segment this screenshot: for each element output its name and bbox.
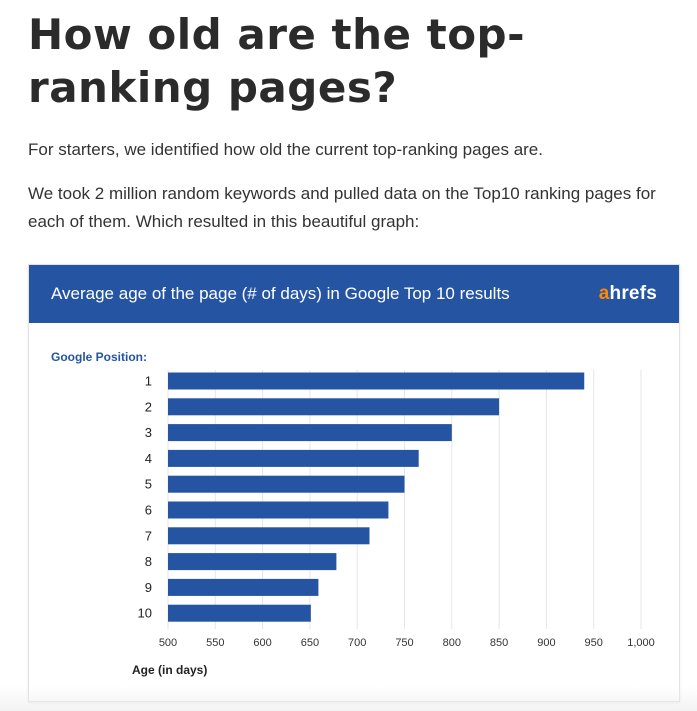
bar-position-8 bbox=[168, 553, 337, 571]
category-label: 9 bbox=[145, 580, 152, 595]
x-tick-label: 750 bbox=[395, 637, 413, 649]
page-title: How old are the top-ranking pages? bbox=[28, 10, 526, 112]
category-label: 8 bbox=[145, 554, 152, 569]
x-tick-label: 650 bbox=[301, 637, 319, 649]
x-tick-label: 1,000 bbox=[627, 637, 655, 649]
x-tick-label: 850 bbox=[490, 637, 508, 649]
bar-position-9 bbox=[168, 578, 319, 596]
category-label: 3 bbox=[145, 425, 152, 440]
article: How old are the top-ranking pages? For s… bbox=[28, 0, 688, 236]
category-label: 2 bbox=[145, 399, 152, 414]
x-tick-label: 600 bbox=[253, 637, 271, 649]
x-tick-label: 950 bbox=[585, 637, 603, 649]
x-axis-title: Age (in days) bbox=[132, 663, 207, 677]
bar-chart: 1 2 3 4 5 6 7 8 9 10 500 550 600 650 700 750 800 850 900 9… bbox=[51, 350, 655, 677]
x-tick-label: 500 bbox=[159, 637, 177, 649]
category-label: 10 bbox=[138, 606, 152, 621]
x-tick-label: 900 bbox=[537, 637, 555, 649]
chart-header: Average age of the page (# of days) in G… bbox=[29, 265, 679, 323]
category-label: 7 bbox=[145, 528, 152, 543]
chart-card: Average age of the page (# of days) in G… bbox=[28, 264, 680, 702]
bar-position-5 bbox=[168, 475, 405, 493]
chart-title: Average age of the page (# of days) in G… bbox=[51, 284, 510, 303]
bars bbox=[168, 372, 585, 622]
category-label: 4 bbox=[145, 451, 152, 466]
category-label: 6 bbox=[145, 503, 152, 518]
bar-position-10 bbox=[168, 604, 311, 622]
page-bottom-fade bbox=[0, 686, 697, 711]
logo-accent-letter: a bbox=[598, 283, 610, 304]
category-label: 5 bbox=[145, 477, 152, 492]
bar-position-1 bbox=[168, 372, 585, 390]
bar-position-2 bbox=[168, 398, 500, 416]
x-tick-label: 700 bbox=[348, 637, 366, 649]
bar-position-6 bbox=[168, 501, 389, 519]
x-tick-label: 550 bbox=[206, 637, 224, 649]
y-axis-title: Google Position: bbox=[51, 350, 147, 364]
category-labels: 1 2 3 4 5 6 7 8 9 10 bbox=[138, 374, 152, 621]
ahrefs-logo: ahrefs bbox=[599, 265, 657, 323]
bar-position-7 bbox=[168, 527, 370, 545]
intro-paragraph: For starters, we identified how old the … bbox=[28, 140, 543, 159]
x-tick-labels: 500 550 600 650 700 750 800 850 900 950 1,000 bbox=[159, 637, 655, 649]
method-paragraph: We took 2 million random keywords and pu… bbox=[28, 184, 656, 231]
bar-position-4 bbox=[168, 449, 419, 467]
x-tick-label: 800 bbox=[443, 637, 461, 649]
logo-text: hrefs bbox=[609, 283, 657, 304]
category-label: 1 bbox=[145, 374, 152, 389]
bar-position-3 bbox=[168, 424, 452, 442]
